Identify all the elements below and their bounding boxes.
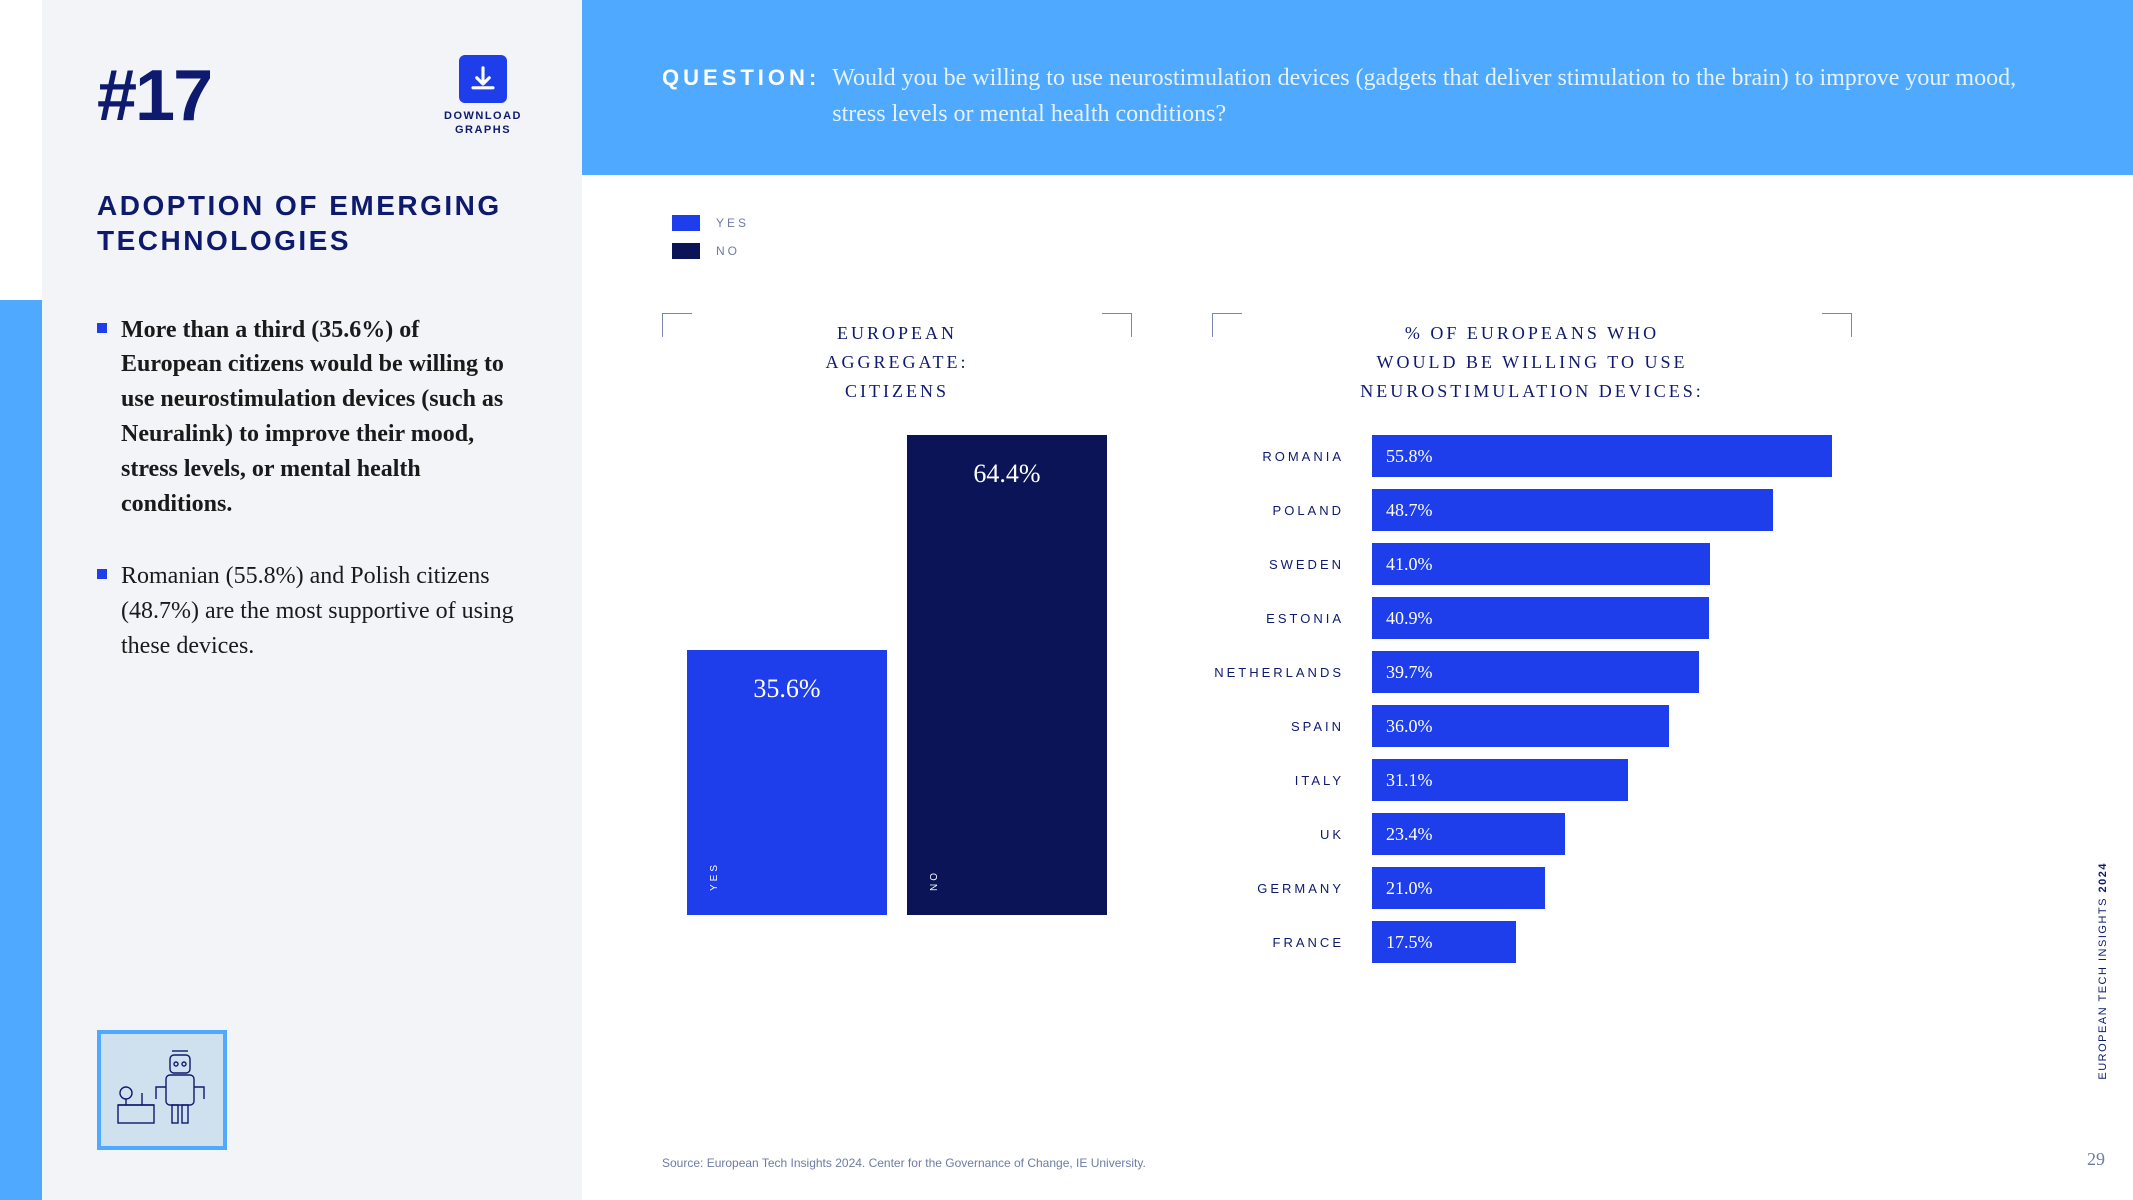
country-label: GERMANY bbox=[1212, 881, 1372, 896]
question-header: QUESTION: Would you be willing to use ne… bbox=[582, 0, 2133, 175]
title-bracket-left-icon bbox=[662, 313, 692, 337]
bullet-text: Romanian (55.8%) and Polish citizens (48… bbox=[121, 559, 522, 663]
country-row: UK23.4% bbox=[1212, 813, 1852, 855]
bar-track: 48.7% bbox=[1372, 489, 1852, 531]
bullet-item: Romanian (55.8%) and Polish citizens (48… bbox=[97, 559, 522, 663]
bar-track: 23.4% bbox=[1372, 813, 1852, 855]
bar-track: 41.0% bbox=[1372, 543, 1852, 585]
title-bracket-right-icon bbox=[1822, 313, 1852, 337]
bar-track: 39.7% bbox=[1372, 651, 1852, 693]
sidebar: #17 DOWNLOAD GRAPHS ADOPTION OF EMERGING… bbox=[42, 0, 582, 1200]
illustration-frame bbox=[97, 1030, 227, 1150]
chart2-title-l3: NEUROSTIMULATION DEVICES: bbox=[1232, 377, 1832, 406]
country-label: SPAIN bbox=[1212, 719, 1372, 734]
bullet-text: More than a third (35.6%) of European ci… bbox=[121, 313, 522, 522]
country-label: ROMANIA bbox=[1212, 449, 1372, 464]
legend-swatch bbox=[672, 243, 700, 259]
chart2-title-l1: % OF EUROPEANS WHO bbox=[1232, 319, 1832, 348]
legend-item: YES bbox=[672, 215, 2053, 231]
robot-illustration-icon bbox=[112, 1045, 212, 1135]
bar-axis-label: YES bbox=[709, 862, 720, 891]
country-label: ESTONIA bbox=[1212, 611, 1372, 626]
title-bracket-right-icon bbox=[1102, 313, 1132, 337]
main-content: YES NO EUROPEAN AGGREGATE: CITIZENS 35.6%… bbox=[582, 175, 2133, 1200]
aggregate-bar: 64.4% NO bbox=[907, 435, 1107, 915]
download-icon bbox=[459, 55, 507, 103]
bar-value-label: 64.4% bbox=[973, 459, 1040, 489]
download-label-l1: DOWNLOAD bbox=[444, 109, 522, 123]
country-row: ROMANIA55.8% bbox=[1212, 435, 1852, 477]
slide-number: #17 bbox=[97, 55, 211, 137]
side-watermark-year: 2024 bbox=[2097, 862, 2109, 892]
country-bar: 36.0% bbox=[1372, 705, 1669, 747]
title-bracket-left-icon bbox=[1212, 313, 1242, 337]
country-bar: 31.1% bbox=[1372, 759, 1628, 801]
bullet-list: More than a third (35.6%) of European ci… bbox=[97, 313, 522, 664]
country-row: ITALY31.1% bbox=[1212, 759, 1852, 801]
country-label: NETHERLANDS bbox=[1212, 665, 1372, 680]
chart1-title-l3: CITIZENS bbox=[662, 377, 1132, 406]
country-bar: 41.0% bbox=[1372, 543, 1710, 585]
country-bar-chart: % OF EUROPEANS WHO WOULD BE WILLING TO U… bbox=[1212, 319, 1852, 975]
country-label: UK bbox=[1212, 827, 1372, 842]
question-text: Would you be willing to use neurostimula… bbox=[832, 60, 2053, 175]
country-label: POLAND bbox=[1212, 503, 1372, 518]
legend: YES NO bbox=[672, 215, 2053, 259]
legend-swatch bbox=[672, 215, 700, 231]
country-row: FRANCE17.5% bbox=[1212, 921, 1852, 963]
country-bar: 23.4% bbox=[1372, 813, 1565, 855]
country-bar: 39.7% bbox=[1372, 651, 1699, 693]
country-row: ESTONIA40.9% bbox=[1212, 597, 1852, 639]
country-row: SWEDEN41.0% bbox=[1212, 543, 1852, 585]
bar-track: 36.0% bbox=[1372, 705, 1852, 747]
bar-track: 31.1% bbox=[1372, 759, 1852, 801]
bullet-item: More than a third (35.6%) of European ci… bbox=[97, 313, 522, 522]
aggregate-bar: 35.6% YES bbox=[687, 650, 887, 915]
bar-track: 17.5% bbox=[1372, 921, 1852, 963]
chart1-title-l2: AGGREGATE: bbox=[662, 348, 1132, 377]
country-bar: 21.0% bbox=[1372, 867, 1545, 909]
bullet-marker-icon bbox=[97, 323, 107, 333]
country-row: POLAND48.7% bbox=[1212, 489, 1852, 531]
question-label: QUESTION: bbox=[662, 60, 820, 175]
country-bar: 48.7% bbox=[1372, 489, 1773, 531]
bar-axis-label: NO bbox=[929, 870, 940, 891]
bar-track: 21.0% bbox=[1372, 867, 1852, 909]
side-watermark: EUROPEAN TECH INSIGHTS 2024 bbox=[2097, 862, 2109, 1080]
country-bar: 17.5% bbox=[1372, 921, 1516, 963]
page-number: 29 bbox=[2087, 1149, 2105, 1170]
section-title: ADOPTION OF EMERGING TECHNOLOGIES bbox=[97, 188, 522, 258]
legend-item: NO bbox=[672, 243, 2053, 259]
side-watermark-text: EUROPEAN TECH INSIGHTS bbox=[2097, 893, 2109, 1080]
country-label: FRANCE bbox=[1212, 935, 1372, 950]
download-graphs-button[interactable]: DOWNLOAD GRAPHS bbox=[444, 55, 522, 138]
bar-value-label: 35.6% bbox=[753, 674, 820, 704]
bar-track: 55.8% bbox=[1372, 435, 1852, 477]
country-label: SWEDEN bbox=[1212, 557, 1372, 572]
country-bar: 55.8% bbox=[1372, 435, 1832, 477]
legend-label: YES bbox=[716, 216, 749, 230]
chart2-title-l2: WOULD BE WILLING TO USE bbox=[1232, 348, 1832, 377]
country-row: NETHERLANDS39.7% bbox=[1212, 651, 1852, 693]
legend-label: NO bbox=[716, 244, 740, 258]
country-bar: 40.9% bbox=[1372, 597, 1709, 639]
bullet-marker-icon bbox=[97, 569, 107, 579]
country-row: SPAIN36.0% bbox=[1212, 705, 1852, 747]
source-footnote: Source: European Tech Insights 2024. Cen… bbox=[662, 1156, 1146, 1170]
aggregate-bar-chart: EUROPEAN AGGREGATE: CITIZENS 35.6% YES 64.… bbox=[662, 319, 1132, 915]
chart1-title-l1: EUROPEAN bbox=[662, 319, 1132, 348]
download-label-l2: GRAPHS bbox=[444, 123, 522, 137]
country-label: ITALY bbox=[1212, 773, 1372, 788]
country-row: GERMANY21.0% bbox=[1212, 867, 1852, 909]
bar-track: 40.9% bbox=[1372, 597, 1852, 639]
left-accent-cutout bbox=[0, 0, 42, 300]
